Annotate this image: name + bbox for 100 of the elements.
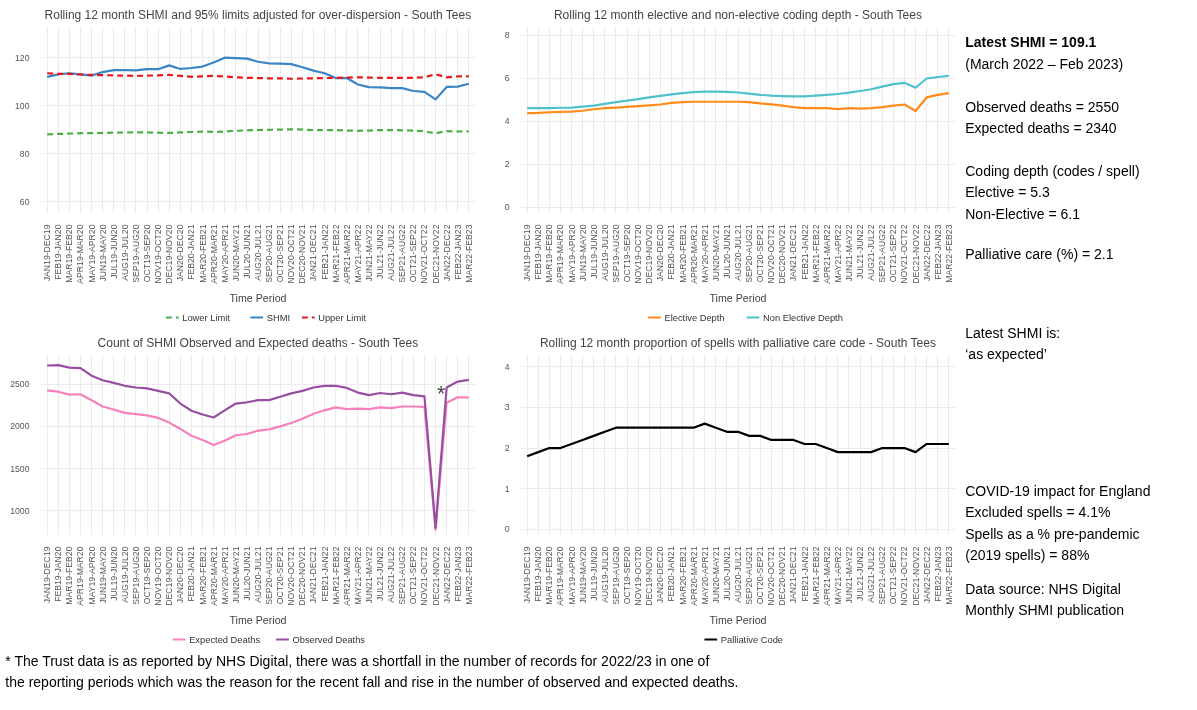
x-tick-label: FEB22-JAN23	[932, 224, 943, 280]
line-series	[526, 74, 950, 110]
x-tick-label: MAR20-FEB21	[677, 224, 688, 283]
x-tick-label: JAN19-DEC19	[522, 546, 533, 604]
x-tick-label: DEC20-NOV21	[777, 546, 788, 606]
x-tick-label: JUN19-MAY20	[577, 224, 588, 282]
x-tick-label: JAN21-DEC21	[788, 546, 799, 604]
x-tick-label: AUG21-JUL22	[386, 224, 397, 281]
x-tick-label: APR20-MAR21	[688, 224, 699, 284]
x-tick-label: DEC21-NOV22	[910, 224, 921, 284]
x-tick-label: OCT19-SEP20	[142, 224, 153, 283]
x-tick-label: JAN20-DEC20	[175, 224, 186, 282]
legend-label: Palliative Code	[720, 634, 784, 645]
x-tick-label: NOV19-OCT20	[633, 224, 644, 284]
legend-label: Lower Limit	[182, 312, 231, 323]
x-tick-label: MAR19-FEB20	[64, 224, 75, 283]
text: Coding depth (codes / spell) Elective = 5.3 Non-Elective = 6.1	[965, 162, 1140, 222]
x-tick-label: MAY21-APR22	[352, 224, 363, 283]
x-tick-label: OCT21-SEP22	[408, 224, 419, 283]
x-tick-label: DEC19-NOV20	[644, 546, 655, 606]
x-tick-label: MAY21-APR22	[832, 546, 843, 605]
y-tick-label: 2000	[10, 421, 30, 432]
x-tick-label: MAR19-FEB20	[544, 224, 555, 283]
x-tick-label: JUL21-JUN22	[855, 546, 866, 601]
x-tick-label: NOV20-OCT21	[766, 224, 777, 284]
legend-label: Non Elective Depth	[763, 312, 843, 323]
x-tick-label: JAN21-DEC21	[308, 224, 319, 282]
x-tick-label: JAN20-DEC20	[655, 546, 666, 604]
chart-title: Rolling 12 month SHMI and 95% limits adjusted for over-dispersion - South Tees	[44, 7, 472, 22]
x-tick-label: SEP20-AUG21	[744, 224, 755, 283]
x-tick-label: MAY19-APR20	[566, 224, 577, 283]
x-tick-label: JUL19-JUN20	[588, 224, 599, 279]
x-tick-label: APR20-MAR21	[688, 546, 699, 606]
x-axis-title: Time Period	[709, 613, 767, 626]
x-tick-label: FEB21-JAN22	[799, 546, 810, 602]
x-tick-label: APR19-MAR20	[555, 546, 566, 606]
chart-title: Rolling 12 month proportion of spells with palliative care code - South Tees	[539, 335, 936, 350]
y-tick-label: 1	[504, 483, 510, 494]
x-tick-label: AUG19-JUL20	[119, 546, 130, 603]
y-tick-label: 1000	[10, 505, 30, 516]
x-tick-label: AUG21-JUL22	[866, 546, 877, 603]
text: COVID-19 impact for England Excluded spells = 4.1% Spells as a % pre-pandemic (2019 spells) = 88%	[965, 482, 1151, 564]
legend-label: Elective Depth	[664, 312, 725, 323]
x-tick-label: JUN21-MAY22	[843, 546, 854, 604]
x-tick-label: JAN20-DEC20	[175, 546, 186, 604]
chart-title: Count of SHMI Observed and Expected deaths - South Tees	[97, 335, 419, 350]
x-tick-label: JUL21-JUN22	[375, 546, 386, 601]
x-tick-label: MAY20-APR21	[699, 546, 710, 605]
y-tick-label: 3	[504, 402, 510, 413]
x-tick-label: APR21-MAR22	[821, 546, 832, 606]
x-tick-label: JUL20-JUN21	[721, 546, 732, 601]
x-tick-label: JAN19-DEC19	[42, 224, 53, 282]
x-tick-label: FEB20-JAN21	[186, 546, 197, 602]
x-tick-label: SEP19-AUG20	[610, 546, 621, 605]
x-tick-label: APR21-MAR22	[341, 546, 352, 606]
legend-label: Upper Limit	[318, 312, 367, 323]
text: Latest SHMI is: ‘as expected’	[965, 324, 1061, 363]
x-tick-label: APR20-MAR21	[208, 224, 219, 284]
legend-label: SHMI	[266, 312, 291, 323]
x-tick-label: JUN20-MAY21	[230, 546, 241, 604]
y-tick-label: 4	[504, 116, 510, 127]
x-tick-label: JUN20-MAY21	[230, 224, 241, 282]
x-tick-label: FEB22-JAN23	[932, 546, 943, 602]
x-tick-label: JUL19-JUN20	[588, 546, 599, 601]
x-tick-label: SEP21-AUG22	[397, 546, 408, 605]
x-tick-label: SEP21-AUG22	[397, 224, 408, 283]
x-tick-label: SEP20-AUG21	[264, 546, 275, 605]
x-tick-label: NOV19-OCT20	[633, 546, 644, 606]
x-tick-label: JUN21-MAY22	[843, 224, 854, 282]
x-tick-label: JAN22-DEC22	[441, 224, 452, 282]
x-tick-label: SEP19-AUG20	[610, 224, 621, 283]
x-tick-label: OCT20-SEP21	[755, 546, 766, 605]
x-tick-label: NOV21-OCT22	[899, 224, 910, 284]
x-tick-label: JAN19-DEC19	[522, 224, 533, 282]
y-tick-label: 2	[504, 159, 510, 170]
x-tick-label: NOV20-OCT21	[766, 546, 777, 606]
x-tick-label: OCT19-SEP20	[142, 546, 153, 605]
x-tick-label: NOV19-OCT20	[153, 546, 164, 606]
line-series	[526, 92, 950, 115]
x-tick-label: JUL20-JUN21	[241, 546, 252, 601]
x-tick-label: JAN22-DEC22	[921, 224, 932, 282]
x-axis-title: Time Period	[229, 613, 287, 626]
x-tick-label: MAR20-FEB21	[197, 546, 208, 605]
x-tick-label: FEB21-JAN22	[799, 224, 810, 280]
x-tick-label: MAY20-APR21	[219, 224, 230, 283]
x-tick-label: JAN22-DEC22	[921, 546, 932, 604]
y-tick-label: 80	[19, 148, 30, 159]
x-tick-label: AUG21-JUL22	[386, 546, 397, 603]
x-tick-label: DEC20-NOV21	[297, 224, 308, 284]
x-tick-label: AUG21-JUL22	[866, 224, 877, 281]
x-tick-label: FEB20-JAN21	[666, 224, 677, 280]
x-tick-label: JAN20-DEC20	[655, 224, 666, 282]
x-tick-label: DEC20-NOV21	[777, 224, 788, 284]
x-tick-label: JAN21-DEC21	[788, 224, 799, 282]
text: Latest SHMI = 109.1	[965, 33, 1097, 50]
x-tick-label: JUN20-MAY21	[710, 224, 721, 282]
x-tick-label: MAR22-FEB23	[943, 546, 954, 605]
x-tick-label: FEB19-JAN20	[533, 546, 544, 602]
x-tick-label: MAY20-APR21	[699, 224, 710, 283]
x-tick-label: MAR21-FEB22	[330, 224, 341, 283]
